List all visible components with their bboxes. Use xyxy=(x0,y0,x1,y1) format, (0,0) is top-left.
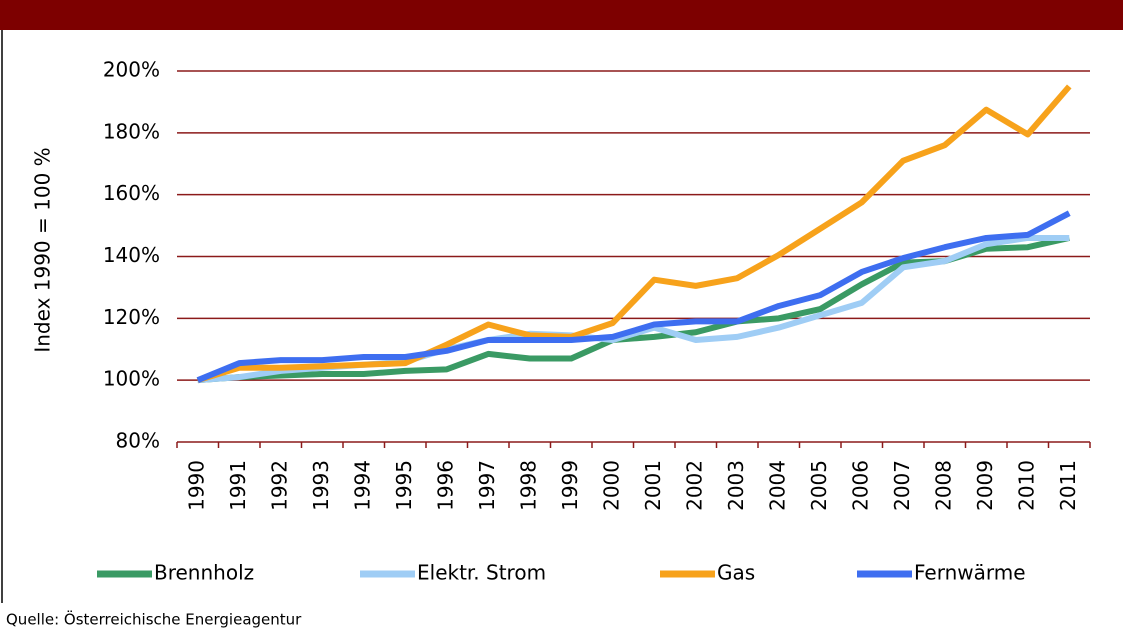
x-tick-label: 2006 xyxy=(848,460,872,511)
y-tick-label: 120% xyxy=(103,305,160,329)
x-tick-label: 2009 xyxy=(973,460,997,511)
legend-label: Fernwärme xyxy=(914,561,1026,585)
y-tick-label: 160% xyxy=(103,181,160,205)
y-axis-title: Index 1990 = 100 % xyxy=(31,147,55,352)
x-tick-label: 1995 xyxy=(392,460,416,511)
x-tick-label: 1998 xyxy=(516,460,540,511)
y-tick-label: 140% xyxy=(103,243,160,267)
x-tick-label: 1999 xyxy=(558,460,582,511)
x-tick-label: 1992 xyxy=(267,460,291,511)
data-line xyxy=(196,210,1071,383)
x-tick-label: 1991 xyxy=(226,460,250,511)
x-tick-label: 2010 xyxy=(1014,460,1038,511)
x-tick-label: 2011 xyxy=(1056,460,1080,511)
x-tick-label: 2000 xyxy=(599,460,623,511)
x-tick-label: 2004 xyxy=(765,460,789,511)
y-tick-label: 200% xyxy=(103,58,160,82)
x-tick-label: 2005 xyxy=(807,460,831,511)
header-bar xyxy=(0,0,1123,30)
data-line xyxy=(196,84,1072,384)
source-note: Quelle: Österreichische Energieagentur xyxy=(6,610,302,629)
x-tick-label: 2003 xyxy=(724,460,748,511)
legend-label: Gas xyxy=(717,561,755,585)
x-tick-label: 1997 xyxy=(475,460,499,511)
x-tick-label: 2007 xyxy=(890,460,914,511)
x-tick-label: 1994 xyxy=(350,460,374,511)
y-tick-label: 80% xyxy=(116,429,160,453)
x-tick-label: 1990 xyxy=(184,460,208,511)
legend-label: Elektr. Strom xyxy=(417,561,546,585)
legend-label: Brennholz xyxy=(154,561,254,585)
x-tick-label: 2002 xyxy=(682,460,706,511)
x-tick-label: 2008 xyxy=(931,460,955,511)
y-tick-label: 180% xyxy=(103,119,160,143)
y-tick-label: 100% xyxy=(103,367,160,391)
x-tick-label: 1993 xyxy=(309,460,333,511)
x-tick-label: 2001 xyxy=(641,460,665,511)
x-tick-label: 1996 xyxy=(433,460,457,511)
